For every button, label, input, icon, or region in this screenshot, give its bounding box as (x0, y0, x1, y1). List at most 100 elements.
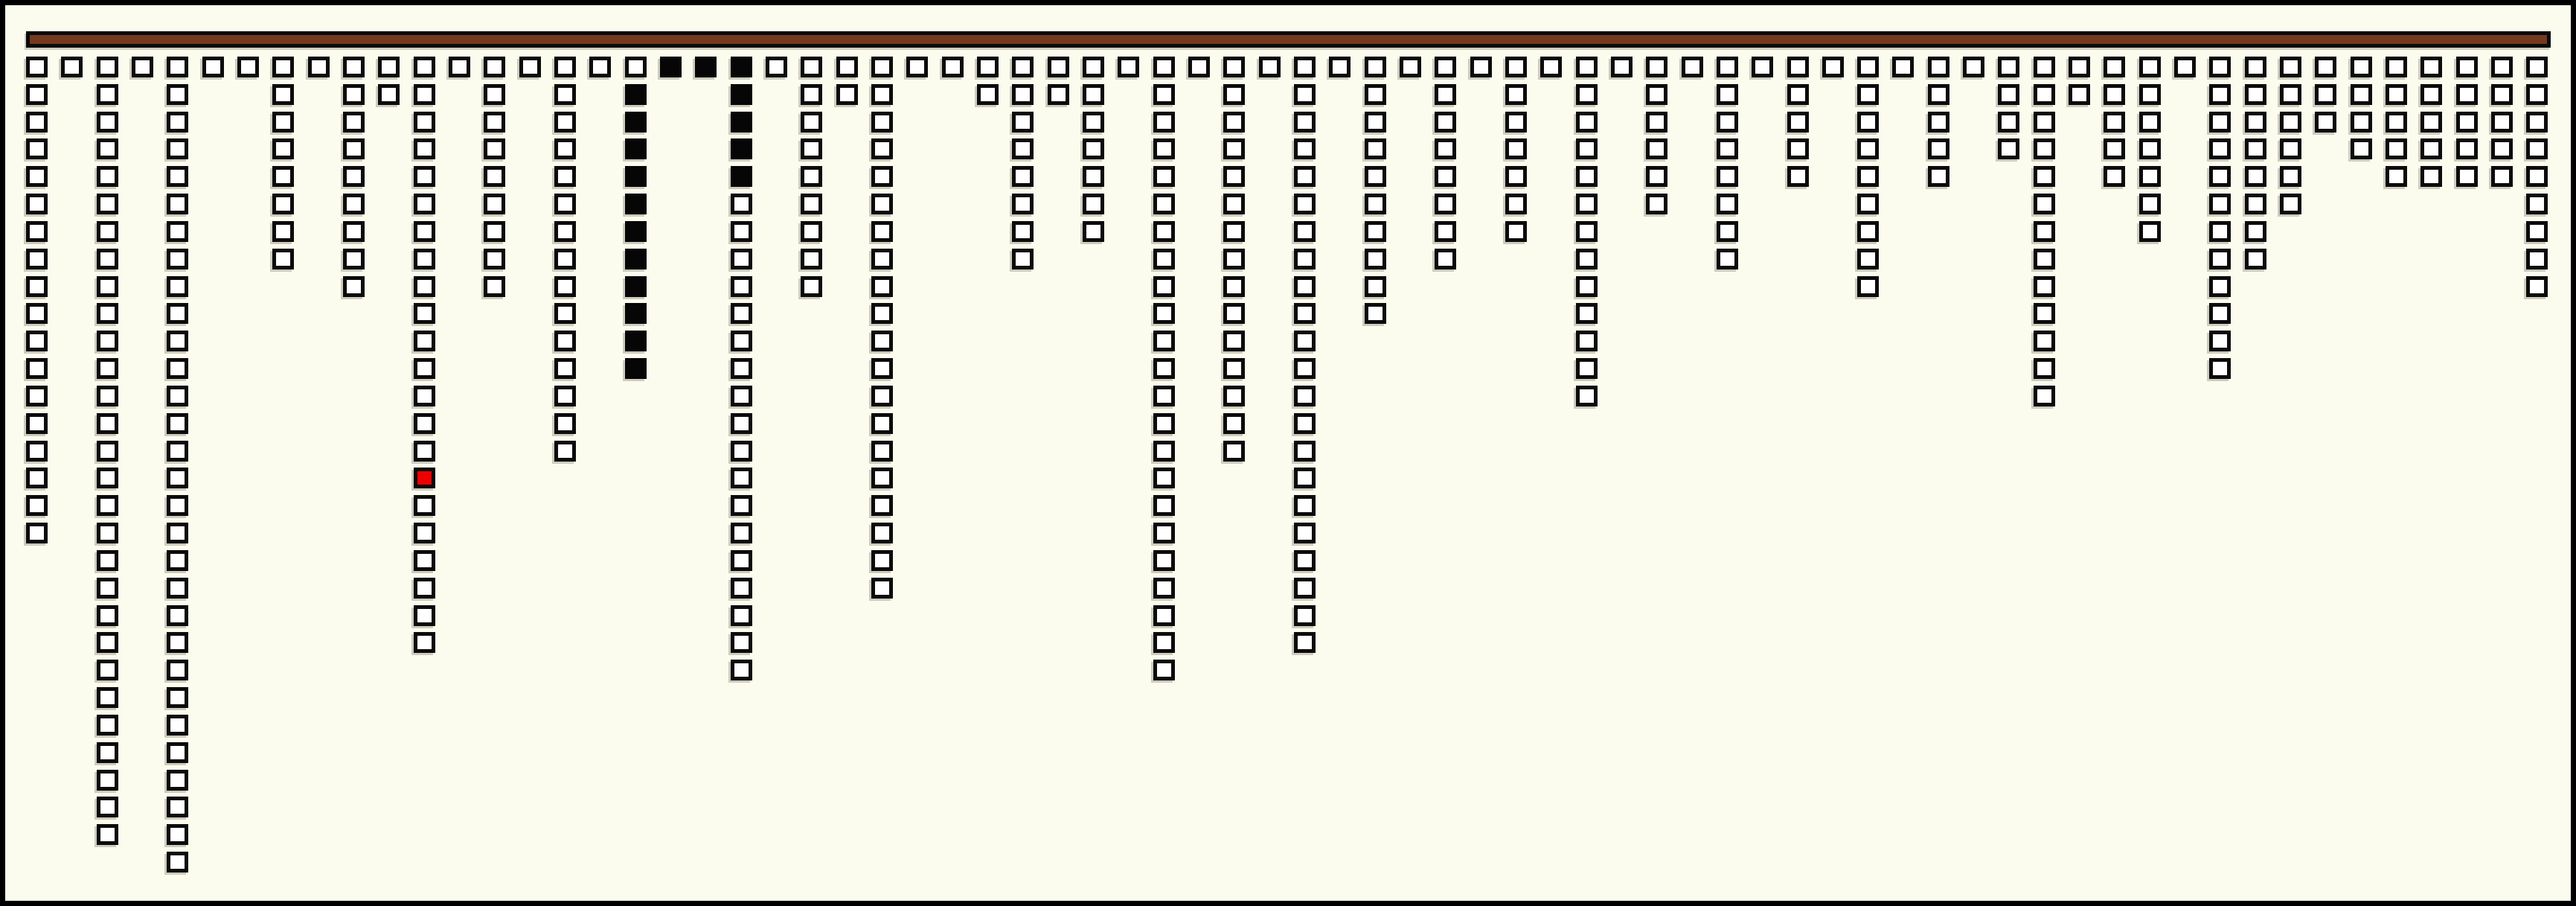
grid-cell (1505, 57, 1527, 77)
grid-cell (2386, 111, 2408, 133)
grid-cell (167, 166, 189, 188)
grid-cell (96, 385, 118, 406)
grid-cell (2209, 111, 2231, 133)
grid-cell (1998, 111, 2020, 133)
grid-cell (96, 57, 118, 77)
grid-cell (2280, 57, 2302, 77)
grid-cell-black (730, 138, 752, 160)
grid-cell (2315, 111, 2337, 133)
grid-cell (871, 523, 893, 544)
grid-cell (2209, 166, 2231, 188)
grid-cell (554, 111, 576, 133)
grid-cell (801, 275, 823, 297)
grid-cell (1188, 57, 1210, 77)
grid-cell (2033, 331, 2055, 352)
grid-cell (167, 577, 189, 599)
grid-cell (554, 275, 576, 297)
grid-cell (2033, 166, 2055, 188)
grid-cell (272, 138, 295, 160)
grid-cell (2526, 220, 2548, 242)
grid-cell (1435, 194, 1457, 215)
grid-cell (730, 660, 752, 681)
grid-cell (167, 358, 189, 380)
grid-cell (871, 412, 893, 434)
grid-cell (554, 440, 576, 462)
grid-cell (96, 138, 118, 160)
grid-cell (484, 57, 506, 77)
grid-cell (2350, 138, 2372, 160)
grid-cell (96, 769, 118, 791)
grid-cell-black (624, 138, 647, 160)
grid-cell (871, 303, 893, 325)
grid-cell (1575, 358, 1598, 380)
grid-cell (96, 468, 118, 489)
grid-cell (1435, 166, 1457, 188)
grid-cell (1575, 248, 1598, 269)
grid-cell (1364, 220, 1386, 242)
grid-cell (1787, 138, 1809, 160)
grid-cell (413, 248, 435, 269)
grid-cell (2526, 194, 2548, 215)
grid-cell (1927, 57, 1949, 77)
grid-cell (1293, 523, 1316, 544)
grid-cell (1575, 275, 1598, 297)
grid-cell (554, 83, 576, 105)
grid-cell (378, 83, 400, 105)
grid-cell (2280, 83, 2302, 105)
grid-cell (1293, 495, 1316, 517)
grid-cell (1082, 57, 1104, 77)
grid-cell-black (624, 331, 647, 352)
grid-cell (1223, 194, 1246, 215)
grid-cell (1857, 83, 1880, 105)
grid-cell (1646, 194, 1668, 215)
grid-cell (730, 248, 752, 269)
grid-cell (167, 194, 189, 215)
grid-cell (1716, 83, 1738, 105)
grid-cell (26, 358, 48, 380)
grid-cell (554, 358, 576, 380)
grid-cell (2033, 275, 2055, 297)
grid-cell (1927, 83, 1949, 105)
grid-cell (2104, 83, 2126, 105)
grid-cell (730, 275, 752, 297)
grid-cell (2033, 358, 2055, 380)
grid-cell (2244, 83, 2266, 105)
grid-cell (1223, 358, 1246, 380)
grid-cell (272, 248, 295, 269)
grid-cell (1540, 57, 1563, 77)
grid-cell (1082, 166, 1104, 188)
grid-cell (1435, 57, 1457, 77)
grid-cell-black (730, 57, 752, 77)
grid-cell (1364, 194, 1386, 215)
grid-cell (1505, 194, 1527, 215)
grid-cell (1927, 138, 1949, 160)
grid-cell (2209, 194, 2231, 215)
grid-cell (1012, 83, 1034, 105)
grid-cell (413, 385, 435, 406)
grid-cell (1293, 111, 1316, 133)
grid-cell (413, 57, 435, 77)
grid-cell (1293, 303, 1316, 325)
grid-cell (26, 138, 48, 160)
grid-cell (1505, 83, 1527, 105)
grid-cell (342, 220, 365, 242)
grid-cell (2420, 111, 2443, 133)
grid-cell (1857, 166, 1880, 188)
grid-cell (2350, 83, 2372, 105)
grid-cell (554, 303, 576, 325)
grid-cell (1927, 166, 1949, 188)
grid-cell (2526, 166, 2548, 188)
grid-cell (1293, 604, 1316, 626)
grid-cell (1293, 220, 1316, 242)
grid-cell (413, 577, 435, 599)
grid-cell (1153, 549, 1175, 571)
grid-cell (871, 468, 893, 489)
grid-cell (96, 549, 118, 571)
grid-cell (2420, 57, 2443, 77)
grid-cell (1575, 385, 1598, 406)
grid-cell (1223, 83, 1246, 105)
grid-cell (167, 769, 189, 791)
grid-cell (1857, 220, 1880, 242)
grid-cell (26, 166, 48, 188)
grid-cell (2033, 303, 2055, 325)
